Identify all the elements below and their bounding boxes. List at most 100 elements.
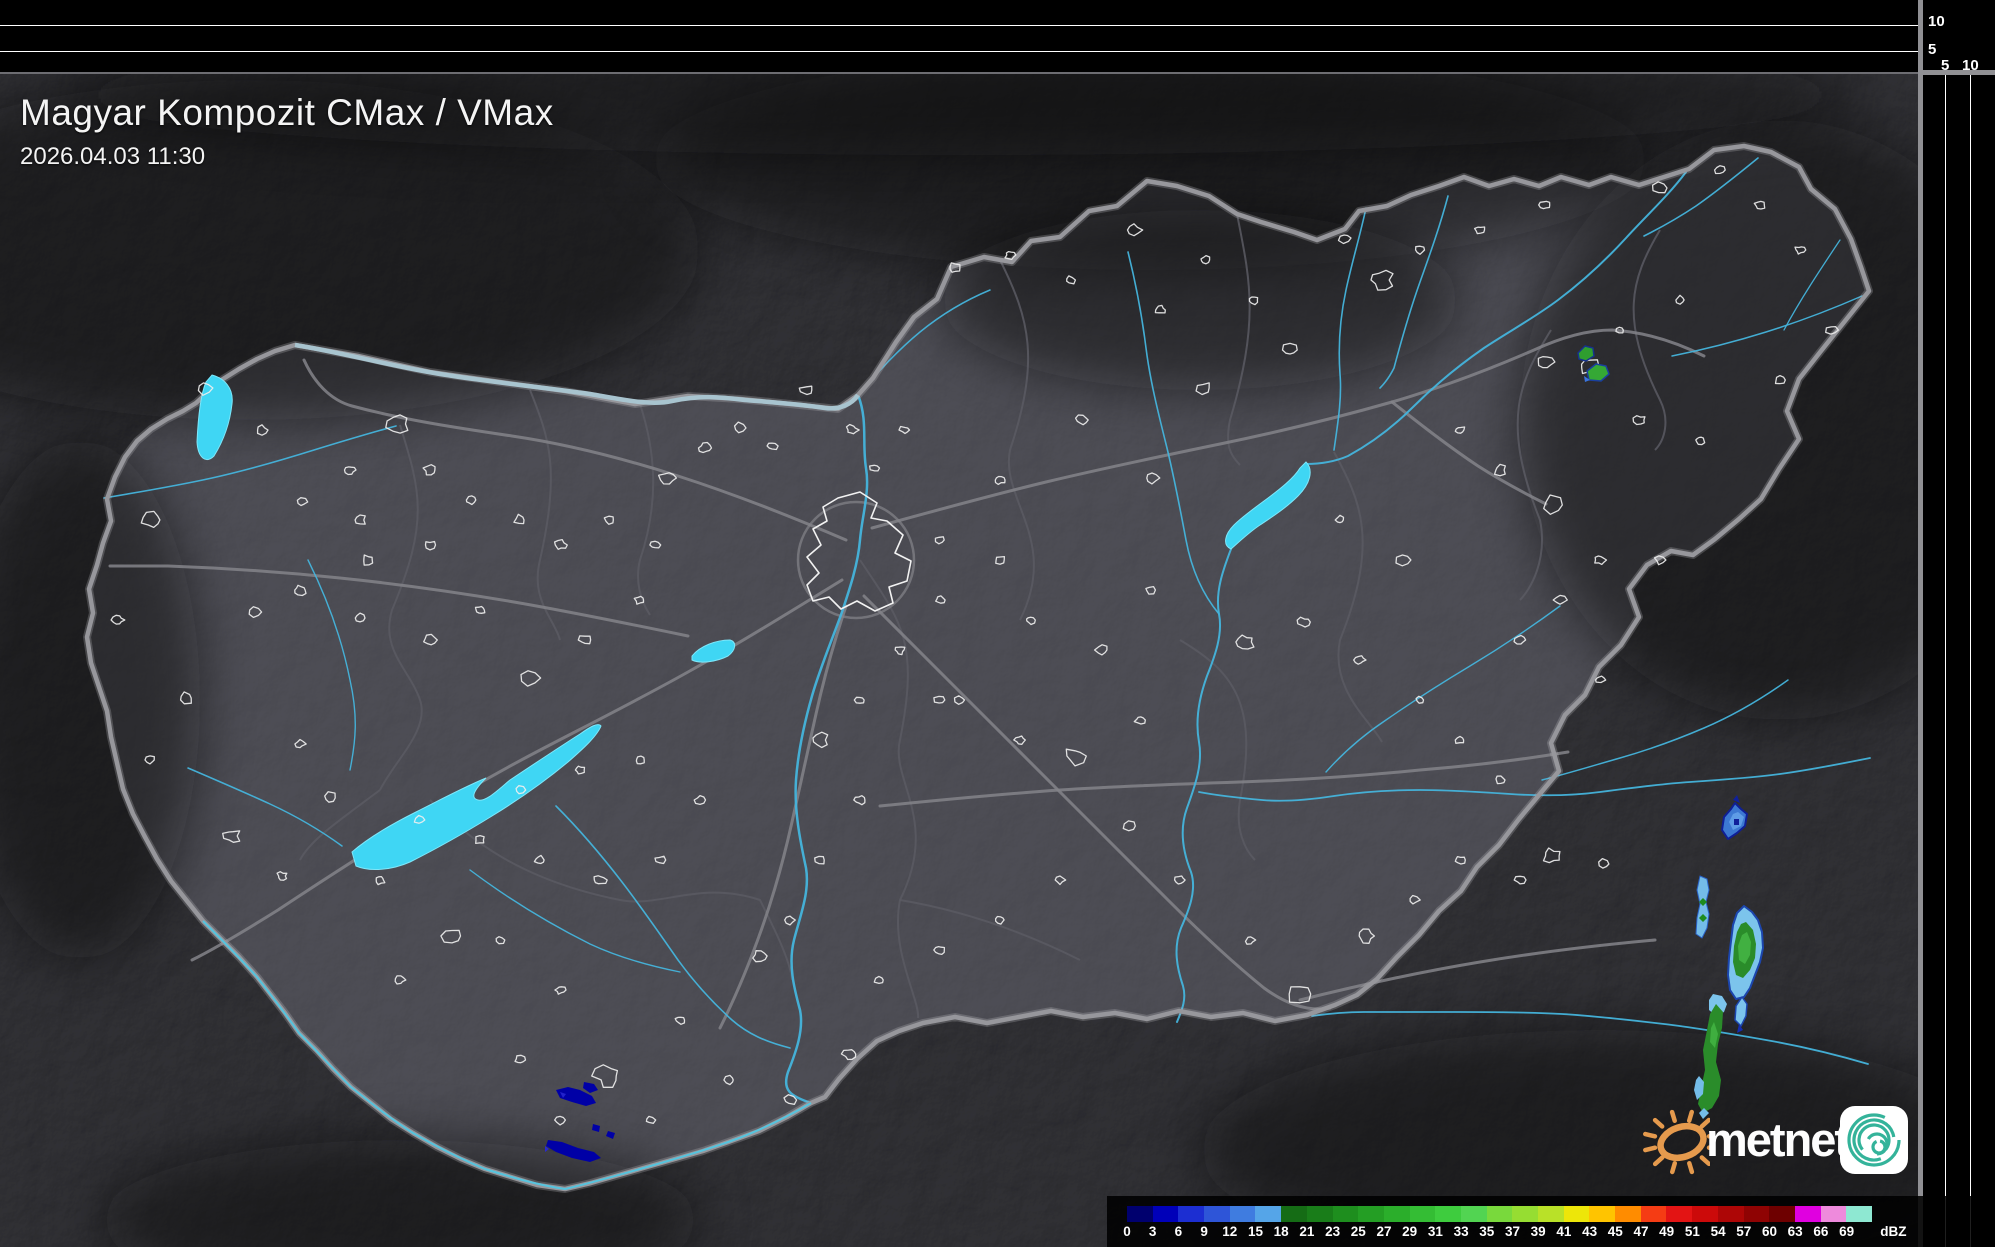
terrain-shade [1200,1030,1918,1247]
county-boundary [299,789,381,861]
city-outline [533,854,545,865]
dbz-legend: 0 3 6 9 12 15 18 21 23 25 27 29 31 33 35 37 39 41 43 45 47 49… [1107,1196,1995,1247]
city-outline [814,855,825,865]
legend-cell-31 [1435,1206,1461,1222]
city-outline [553,538,568,550]
city-outline [1145,585,1157,595]
city-outline [1074,414,1089,426]
legend-tick-0: 0 [1123,1224,1131,1239]
city-outline [1538,200,1551,210]
top-vmax-panel [0,0,1918,73]
river-kraszna [1783,239,1841,331]
legend-tick-69: 69 [1839,1224,1855,1239]
legend-cell-33 [1460,1206,1487,1222]
legend-tick-66: 66 [1813,1224,1829,1239]
radar-echo-s-streak-bright [1710,1022,1718,1048]
city-outline [1146,472,1161,485]
city-outline [635,755,645,765]
page-title: Magyar Kompozit CMax / VMax [20,92,554,133]
city-outline [645,1115,657,1124]
river-kapos [469,869,681,973]
legend-tick-29: 29 [1402,1224,1418,1239]
lake-ferto [196,374,233,460]
city-outline [1025,616,1036,626]
city-outline [1651,181,1668,194]
city-outline [1054,875,1067,886]
city-outline [1774,374,1786,385]
river-raba [103,425,397,499]
city-outline [1200,254,1211,265]
radar-echo-navy-1-hl [560,1092,566,1098]
county-boundary [529,389,561,641]
metnet-logo-text: metnet [1706,1113,1850,1166]
city-outline [633,595,645,605]
city-outline [385,414,409,434]
city-outline [840,1049,857,1061]
city-outline [949,262,961,273]
legend-cell-27 [1383,1206,1410,1222]
river-danube [784,393,869,1105]
city-outline [898,425,911,435]
city-outline [354,514,366,525]
road-road44 [1298,938,1657,1002]
legend-cell-25 [1358,1206,1384,1222]
top-gridline-10km [0,25,1918,26]
road-m0-ring [796,500,916,620]
legend-tick-23: 23 [1325,1224,1341,1239]
city-outline [845,423,860,435]
river-danube-border [294,342,860,411]
legend-unit-label: dBZ [1880,1224,1907,1239]
city-outline [375,875,386,886]
city-outline [894,646,906,656]
legend-tick-21: 21 [1299,1224,1315,1239]
radar-echo-s-streak-tip [1699,1108,1709,1119]
river-tisza-upper [1305,171,1687,465]
legend-tick-33: 33 [1453,1224,1469,1239]
legend-tick-35: 35 [1479,1224,1495,1239]
city-outline [649,540,662,549]
city-outline-budapest [806,491,912,612]
city-outline [197,382,214,396]
legend-cell-37 [1512,1206,1538,1222]
legend-tick-63: 63 [1787,1224,1803,1239]
city-outline [994,475,1006,486]
terrain-shade [60,73,1860,155]
city-outline [1066,275,1077,285]
radar-echo-navy-4 [606,1131,615,1139]
city-outline [1154,304,1166,314]
legend-tick-43: 43 [1582,1224,1598,1239]
legend-tick-25: 25 [1350,1224,1366,1239]
city-outline [1370,269,1394,291]
city-outline [853,696,865,704]
city-outline [1244,936,1257,945]
city-outline [1594,555,1608,566]
city-outline [1543,494,1563,515]
city-outline [513,513,525,525]
radar-echo-se-blob-blue-core [1734,819,1739,825]
city-outline [1552,594,1568,605]
city-outline [1537,356,1556,369]
city-outline [413,814,426,824]
legend-cell-51 [1692,1206,1718,1222]
county-boundary [1227,213,1251,466]
terrain-shade [940,210,1460,390]
map-layers [0,73,1918,1247]
city-outline [1753,200,1766,210]
city-outline [440,929,462,944]
city-outline [784,915,796,926]
city-outline [1334,514,1345,524]
city-outline [1675,294,1685,305]
city-outline [1409,894,1421,905]
horizontal-divider [1918,70,1995,75]
legend-cell-6 [1178,1206,1205,1222]
legend-labels: 0 3 6 9 12 15 18 21 23 25 27 29 31 33 35 37 39 41 43 45 47 49… [1107,1224,1995,1242]
city-outline [853,795,866,806]
legend-cell-18 [1281,1206,1307,1222]
city-outline [766,442,779,451]
city-outline [1093,644,1108,656]
road-m6 [718,604,848,1030]
city-outline [1065,748,1087,767]
radar-echo-se-big-core [1738,932,1751,964]
city-outline [674,1016,686,1025]
